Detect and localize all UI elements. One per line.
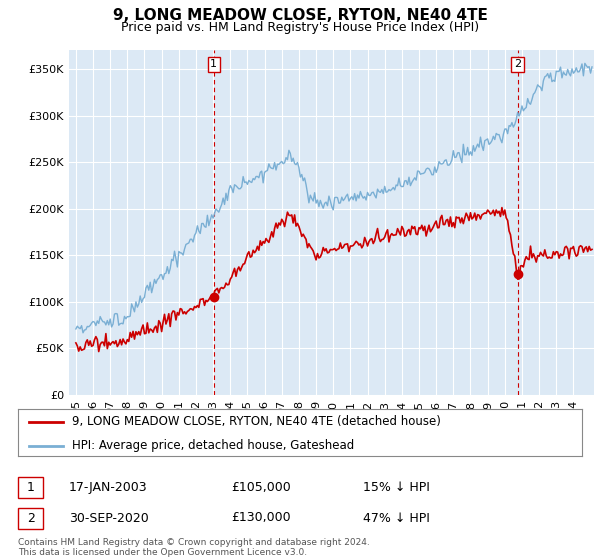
Text: Contains HM Land Registry data © Crown copyright and database right 2024.
This d: Contains HM Land Registry data © Crown c…: [18, 538, 370, 557]
Text: 1: 1: [211, 59, 217, 69]
Text: 17-JAN-2003: 17-JAN-2003: [69, 480, 148, 494]
Text: £130,000: £130,000: [231, 511, 290, 525]
Text: HPI: Average price, detached house, Gateshead: HPI: Average price, detached house, Gate…: [71, 440, 354, 452]
Text: 30-SEP-2020: 30-SEP-2020: [69, 511, 149, 525]
Text: 9, LONG MEADOW CLOSE, RYTON, NE40 4TE (detached house): 9, LONG MEADOW CLOSE, RYTON, NE40 4TE (d…: [71, 415, 440, 428]
Text: 2: 2: [26, 511, 35, 525]
Text: 47% ↓ HPI: 47% ↓ HPI: [363, 511, 430, 525]
Text: 1: 1: [26, 480, 35, 494]
Text: 2: 2: [514, 59, 521, 69]
Text: Price paid vs. HM Land Registry's House Price Index (HPI): Price paid vs. HM Land Registry's House …: [121, 21, 479, 34]
Text: 9, LONG MEADOW CLOSE, RYTON, NE40 4TE: 9, LONG MEADOW CLOSE, RYTON, NE40 4TE: [113, 8, 487, 24]
Text: £105,000: £105,000: [231, 480, 291, 494]
Text: 15% ↓ HPI: 15% ↓ HPI: [363, 480, 430, 494]
